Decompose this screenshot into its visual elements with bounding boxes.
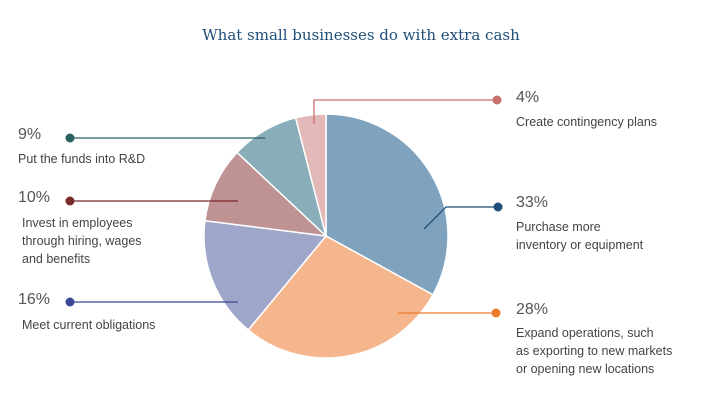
category-label-obligations: Meet current obligations: [22, 318, 156, 332]
chart-title: What small businesses do with extra cash: [202, 26, 520, 44]
pct-label-employees: 10%: [18, 189, 51, 206]
pie-slice-employees: [204, 151, 329, 238]
leader-marker-purchase: [493, 202, 503, 212]
leader-marker-contingency: [492, 95, 502, 105]
category-label-expand: Expand operations, such as exporting to …: [516, 326, 673, 376]
category-label-employees: Invest in employees through hiring, wage…: [22, 216, 142, 266]
pie-slices: [203, 113, 449, 359]
leader-line-contingency: [313, 99, 497, 124]
leader-lines: [65, 95, 503, 318]
pie-slice-expand: [247, 235, 434, 359]
leader-marker-employees: [65, 196, 75, 206]
pie-slice-contingency: [294, 113, 327, 237]
pct-label-obligations: 16%: [18, 291, 51, 308]
leader-marker-obligations: [65, 297, 75, 307]
category-label-rnd: Put the funds into R&D: [18, 152, 146, 166]
leader-marker-rnd: [65, 133, 75, 143]
pct-label-purchase: 33%: [516, 194, 549, 211]
pie-slice-obligations: [203, 219, 328, 332]
pct-label-contingency: 4%: [516, 89, 540, 106]
category-label-purchase: Purchase more inventory or equipment: [516, 220, 644, 252]
pct-label-rnd: 9%: [18, 126, 42, 143]
pie-slice-purchase: [325, 113, 449, 296]
category-label-contingency: Create contingency plans: [516, 115, 658, 129]
pct-label-expand: 28%: [516, 301, 549, 318]
leader-marker-expand: [491, 308, 501, 318]
leader-line-purchase: [423, 206, 498, 230]
